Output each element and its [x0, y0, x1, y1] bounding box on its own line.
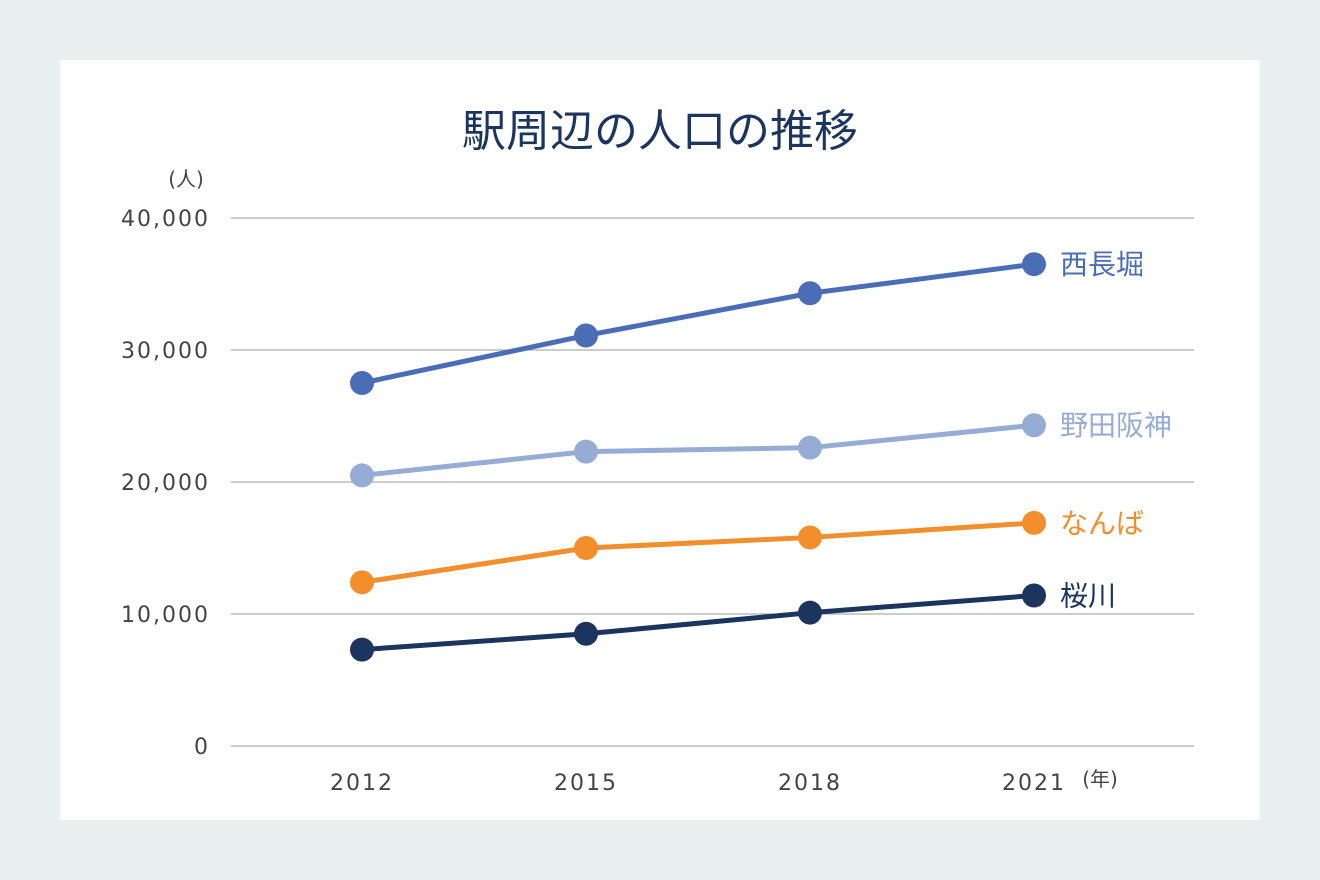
line-chart: 駅周辺の人口の推移 (人) (年) 0 10,000 20,000 30,000 40,… — [121, 106, 1194, 796]
data-point — [798, 435, 822, 460]
data-point — [1022, 510, 1046, 535]
series-label: 西長堀 — [1060, 248, 1144, 281]
x-tick-label: 2015 — [554, 771, 618, 796]
data-point — [1022, 413, 1046, 438]
data-point — [798, 600, 822, 625]
series-line — [361, 593, 1035, 653]
x-tick-label: 2021 — [1002, 771, 1066, 796]
series-label: なんば — [1060, 507, 1144, 540]
x-tick-label: 2012 — [330, 771, 394, 796]
series-line — [361, 261, 1035, 386]
y-tick-label: 10,000 — [121, 603, 210, 628]
data-point — [574, 621, 598, 646]
chart-card: 駅周辺の人口の推移 (人) (年) 0 10,000 20,000 30,000 40,… — [60, 60, 1260, 820]
data-point — [1022, 583, 1046, 608]
data-point — [350, 463, 374, 488]
data-point — [574, 536, 598, 560]
y-tick-label: 30,000 — [121, 339, 210, 364]
series-1: 西長堀 — [350, 248, 1144, 395]
chart-title: 駅周辺の人口の推移 — [462, 106, 858, 157]
series-4: 桜川 — [350, 580, 1116, 662]
data-point — [350, 637, 374, 662]
data-point — [798, 281, 822, 306]
data-point — [1022, 252, 1046, 277]
data-point — [350, 371, 374, 395]
series-label: 野田阪神 — [1060, 409, 1172, 442]
y-axis-unit-label: (人) — [168, 167, 204, 191]
data-point — [574, 439, 598, 464]
series-label: 桜川 — [1060, 580, 1116, 613]
y-tick-label: 20,000 — [121, 471, 210, 496]
y-tick-label: 0 — [194, 735, 210, 760]
data-point — [574, 323, 598, 348]
series-line — [361, 422, 1035, 478]
data-point — [350, 570, 374, 595]
x-axis-unit-label: (年) — [1082, 767, 1118, 791]
series-3: なんば — [350, 507, 1144, 595]
y-tick-label: 40,000 — [121, 207, 210, 232]
data-point — [798, 525, 822, 550]
x-tick-label: 2018 — [778, 771, 842, 796]
series-line — [361, 520, 1035, 585]
series-2: 野田阪神 — [350, 409, 1172, 488]
